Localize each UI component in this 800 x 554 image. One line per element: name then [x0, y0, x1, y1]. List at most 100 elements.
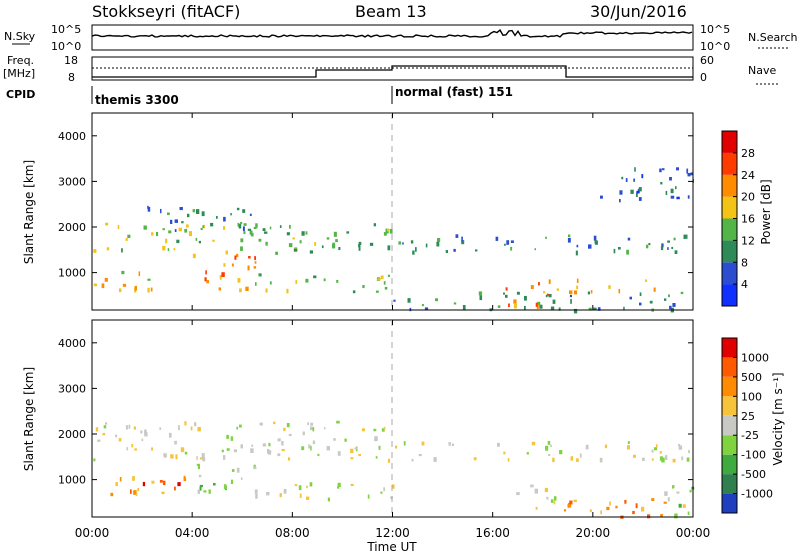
data-cell: [362, 285, 365, 289]
data-cell: [513, 299, 517, 304]
data-cell: [135, 492, 138, 496]
data-cell: [630, 189, 634, 194]
data-cell: [173, 248, 176, 251]
data-cell: [587, 291, 590, 295]
data-cell: [174, 229, 177, 232]
cpid-segment-1: themis 3300: [95, 93, 179, 107]
data-cell: [127, 234, 131, 238]
colorbar-tick-label: 1000: [741, 351, 769, 364]
data-cell: [546, 293, 549, 296]
cpid-segment-2: normal (fast) 151: [395, 85, 513, 99]
data-cell: [133, 426, 136, 430]
data-cell: [569, 294, 572, 298]
data-cell: [178, 425, 180, 431]
data-cell: [200, 227, 203, 231]
data-cell: [242, 226, 245, 232]
data-cell: [678, 503, 682, 508]
data-cell: [159, 480, 163, 483]
data-cell: [461, 240, 465, 245]
data-cell: [255, 282, 257, 286]
data-cell: [625, 178, 628, 182]
data-cell: [192, 209, 196, 213]
data-cell: [497, 305, 501, 308]
data-cell: [309, 426, 313, 431]
data-cell: [383, 487, 385, 492]
data-cell: [156, 232, 159, 237]
x-tick-label: 00:00: [75, 526, 110, 540]
data-cell: [195, 237, 198, 241]
data-cell: [568, 234, 571, 238]
data-cell: [332, 244, 336, 249]
noise-left-tick-top: 10^5: [51, 23, 81, 36]
data-cell: [203, 490, 207, 493]
data-cell: [671, 246, 674, 249]
data-cell: [570, 299, 572, 304]
data-cell: [545, 445, 549, 451]
colorbar-tick-label: -100: [741, 449, 766, 462]
data-cell: [134, 448, 138, 451]
data-cell: [526, 452, 529, 455]
data-cell: [682, 504, 686, 508]
data-cell: [395, 445, 398, 449]
colorbar-swatch: [722, 415, 737, 436]
data-cell: [604, 444, 608, 449]
data-cell: [299, 493, 302, 498]
colorbar-swatch: [722, 396, 737, 416]
data-cell: [352, 290, 356, 294]
colorbar-tick-label: 20: [741, 191, 755, 204]
data-cell: [289, 224, 291, 229]
data-cell: [362, 428, 365, 432]
data-cell: [237, 278, 241, 283]
colorbar-swatch: [722, 474, 737, 494]
data-cell: [674, 513, 678, 519]
data-cell: [375, 290, 379, 293]
data-cell: [402, 242, 404, 245]
colorbar-tick-label: 500: [741, 371, 762, 384]
data-cell: [283, 488, 287, 494]
freq-label: Freq.: [7, 54, 34, 67]
data-cell: [619, 190, 623, 195]
data-cell: [410, 240, 414, 244]
colorbar-swatch: [722, 262, 737, 285]
data-cell: [674, 250, 678, 254]
data-cell: [599, 457, 603, 463]
data-cell: [636, 192, 638, 197]
data-cell: [662, 168, 665, 171]
data-cell: [134, 285, 137, 291]
data-cell: [635, 503, 638, 509]
data-cell: [176, 239, 180, 244]
data-cell: [162, 228, 165, 231]
data-cell: [654, 447, 657, 451]
data-cell: [387, 458, 391, 463]
data-cell: [651, 498, 655, 501]
data-cell: [641, 174, 644, 179]
data-cell: [178, 227, 182, 232]
data-cell: [119, 477, 122, 482]
power-colorbar-label: Power [dB]: [759, 179, 773, 244]
data-cell: [180, 447, 185, 453]
data-cell: [479, 295, 483, 301]
data-cell: [134, 290, 137, 293]
data-cell: [174, 486, 176, 491]
data-cell: [461, 236, 463, 242]
time-x-axis: 00:00 04:00 08:00 12:00 16:00 20:00 00:00: [75, 113, 710, 540]
data-cell: [275, 251, 278, 255]
data-cell: [122, 283, 127, 287]
data-cell: [223, 226, 226, 230]
colorbar-tick-label: 4: [741, 278, 748, 291]
data-cell: [516, 492, 520, 496]
power-colorbar: 4 8 12 16 20 24 28: [721, 130, 755, 307]
data-cell: [268, 442, 271, 447]
data-cell: [687, 511, 690, 515]
data-cell: [585, 444, 589, 450]
data-cell: [309, 482, 313, 487]
time-axis-label: Time UT: [366, 540, 417, 554]
data-cell: [196, 456, 198, 460]
data-cell: [668, 294, 670, 298]
data-cell: [418, 454, 422, 457]
data-cell: [151, 447, 153, 451]
data-cell: [233, 449, 238, 453]
data-cell: [266, 492, 270, 496]
data-cell: [507, 458, 510, 462]
data-cell: [660, 246, 664, 251]
